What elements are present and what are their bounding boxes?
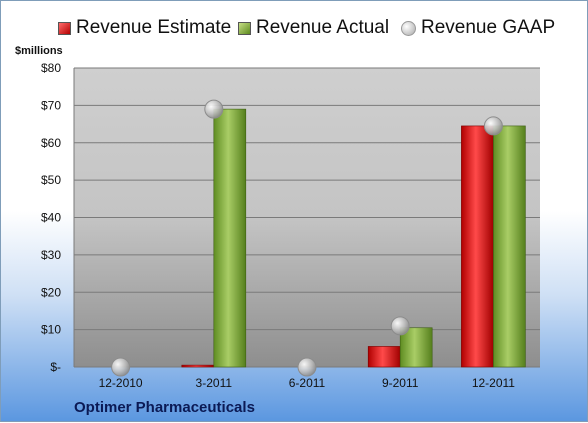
company-name: Optimer Pharmaceuticals — [74, 399, 255, 416]
x-tick-label: 9-2011 — [382, 376, 419, 390]
marker-revenue-gaap — [111, 357, 131, 377]
legend-item-actual: Revenue Actual — [238, 15, 389, 41]
legend-swatch-gaap — [401, 20, 416, 36]
legend-label-estimate: Revenue Estimate — [76, 17, 232, 38]
y-tick-label: $30 — [41, 248, 61, 262]
x-tick-label: 6-2011 — [289, 376, 326, 390]
marker-revenue-gaap — [204, 99, 224, 119]
legend-label-actual: Revenue Actual — [256, 17, 390, 38]
legend-label-gaap: Revenue GAAP — [421, 17, 556, 38]
legend-swatch-actual — [238, 21, 251, 35]
marker-revenue-gaap — [483, 116, 503, 136]
bars — [181, 108, 526, 368]
x-axis-tick-labels: 12-2010 3-2011 6-2011 9-2011 12-2011 — [99, 376, 516, 390]
marker-revenue-gaap — [297, 357, 317, 377]
gaap-markers — [111, 99, 503, 377]
x-tick-label: 3-2011 — [196, 376, 233, 390]
y-tick-label: $50 — [41, 173, 61, 187]
bar-revenue-estimate — [181, 364, 215, 368]
legend-swatch-estimate — [58, 21, 71, 35]
y-tick-label: $- — [50, 360, 61, 374]
bar-revenue-estimate — [367, 346, 401, 368]
y-axis-tick-labels: $- $10 $20 $30 $40 $50 $60 $70 $80 — [41, 61, 61, 374]
bar-revenue-estimate — [461, 125, 494, 368]
bar-revenue-actual — [493, 125, 526, 368]
y-tick-label: $20 — [41, 285, 61, 299]
legend-item-estimate: Revenue Estimate — [58, 15, 231, 41]
x-tick-label: 12-2011 — [472, 376, 515, 390]
y-tick-label: $70 — [41, 98, 61, 112]
bar-revenue-actual — [213, 108, 247, 368]
y-tick-label: $40 — [41, 211, 61, 225]
x-tick-label: 12-2010 — [99, 376, 143, 390]
y-tick-label: $60 — [41, 136, 61, 150]
y-tick-label: $10 — [41, 323, 61, 337]
y-tick-label: $80 — [41, 61, 61, 75]
y-axis-unit-label: $millions — [15, 45, 63, 57]
legend: Revenue Estimate Revenue Actual Revenue … — [1, 15, 588, 41]
bar-revenue-actual — [399, 327, 433, 368]
legend-item-gaap: Revenue GAAP — [401, 15, 555, 41]
marker-revenue-gaap — [390, 316, 410, 336]
